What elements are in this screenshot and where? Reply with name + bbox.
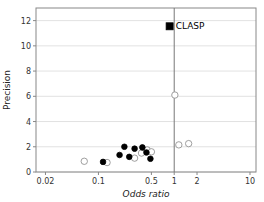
filled-circle-point — [122, 144, 128, 150]
filled-circle-point — [117, 152, 123, 158]
tick-label: 6 — [26, 92, 31, 101]
grid-line — [36, 96, 256, 97]
grid-line — [36, 71, 256, 72]
chart: 0246810120.020.10.51210CLASPOdds ratioPr… — [0, 0, 264, 202]
filled-circle-point — [144, 150, 150, 156]
y-axis-label: Precision — [2, 70, 12, 110]
grid-line — [36, 121, 256, 122]
plot-frame — [36, 8, 256, 172]
tick-label: 1 — [172, 177, 177, 186]
tick-label: 0.1 — [92, 177, 105, 186]
filled-circle-point — [148, 156, 154, 162]
tick-label: 0.5 — [145, 177, 158, 186]
tick-label: 12 — [21, 17, 31, 26]
tick-label: 0.02 — [37, 177, 55, 186]
reference-line — [174, 8, 175, 172]
tick-label: 10 — [21, 42, 31, 51]
grid-line — [36, 45, 256, 46]
tick-label: 8 — [26, 67, 31, 76]
tick-label: 0 — [26, 168, 31, 177]
open-circle-point — [131, 155, 137, 161]
filled-circle-point — [126, 154, 132, 160]
filled-circle-point — [140, 145, 146, 151]
tick-label: 2 — [26, 143, 31, 152]
grid-line — [36, 20, 256, 21]
marks — [81, 8, 192, 172]
open-circle-point — [185, 140, 191, 146]
tick-label: 2 — [194, 177, 199, 186]
x-axis-label: Odds ratio — [123, 189, 170, 199]
point-label: CLASP — [176, 21, 205, 31]
square-point — [166, 23, 173, 30]
open-circle-point — [176, 142, 182, 148]
tick-label: 10 — [245, 177, 255, 186]
plot-area — [36, 8, 256, 172]
open-circle-point — [81, 158, 87, 164]
filled-circle-point — [132, 146, 138, 152]
open-circle-point — [172, 92, 178, 98]
tick-label: 4 — [26, 118, 31, 127]
filled-circle-point — [100, 159, 106, 165]
